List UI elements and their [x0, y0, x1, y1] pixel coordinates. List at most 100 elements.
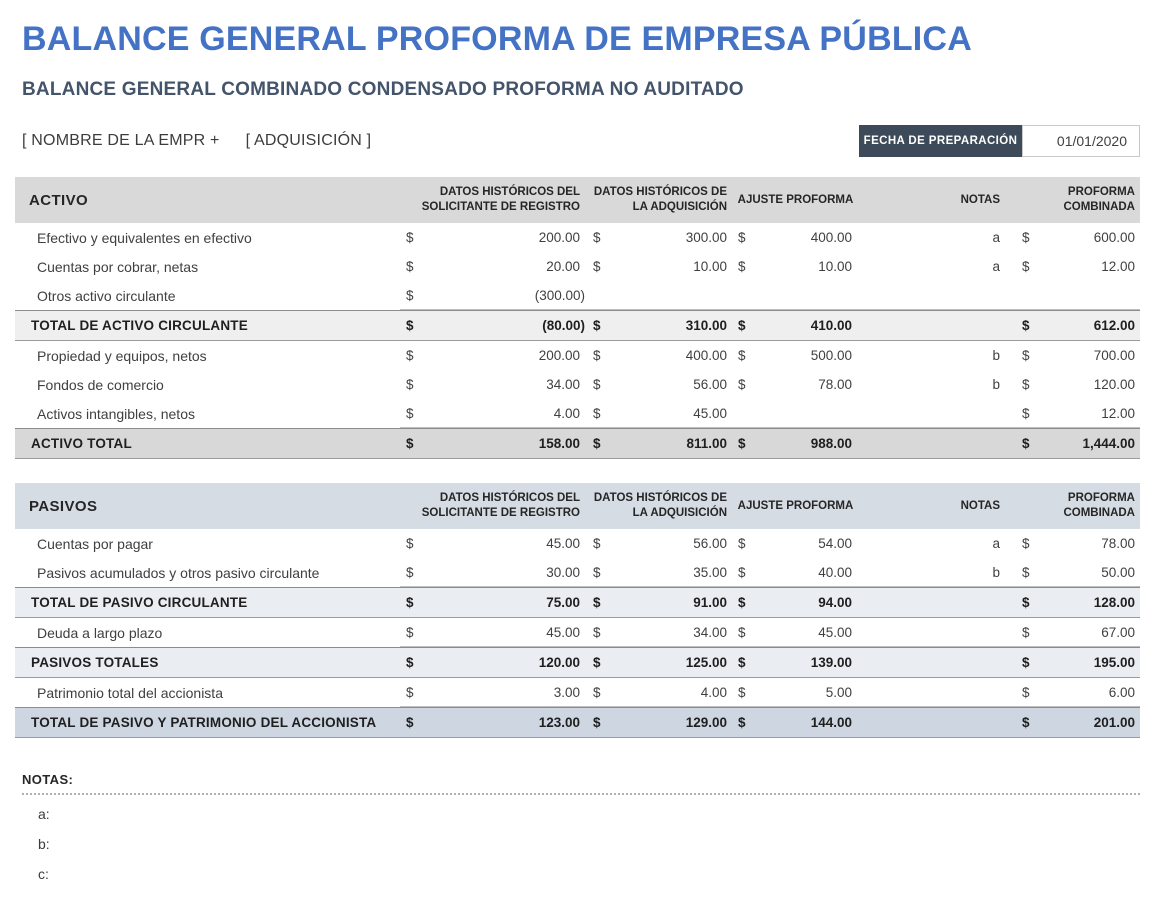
acquisition-field[interactable]: [ ADQUISICIÓN ]	[245, 132, 372, 150]
amount-value: 12.00	[1101, 405, 1135, 421]
table-header-row: PASIVOS DATOS HISTÓRICOS DEL SOLICITANTE …	[15, 483, 1140, 530]
meta-row: [ NOMBRE DE LA EMPR + [ ADQUISICIÓN ] FE…	[22, 125, 1140, 158]
cell-amount: $400.00	[585, 341, 735, 370]
amount-value: 195.00	[1093, 655, 1135, 671]
table-row: Otros activo circulante $ (300.00)	[15, 281, 1140, 311]
currency-symbol: $	[593, 536, 601, 552]
company-name-field[interactable]: [ NOMBRE DE LA EMPR +	[22, 132, 220, 150]
amount-value: 128.00	[1093, 595, 1135, 611]
notes-list: a: b: c:	[22, 803, 1140, 885]
cell-amount: $400.00	[735, 223, 860, 252]
amount-value: 67.00	[1101, 624, 1135, 640]
amount-value: 988.00	[810, 436, 852, 452]
amount-value: 123.00	[538, 715, 580, 731]
currency-symbol: $	[593, 564, 601, 580]
currency-symbol: $	[406, 595, 414, 611]
amount-value: 45.00	[546, 536, 580, 552]
amount-value: 500.00	[810, 348, 852, 364]
amount-value: 158.00	[538, 436, 580, 452]
currency-symbol: $	[406, 287, 414, 303]
amount-value: 4.00	[553, 405, 580, 421]
currency-symbol: $	[1022, 348, 1030, 364]
amount-value: 700.00	[1093, 348, 1135, 364]
cell-label: Activos intangibles, netos	[37, 405, 195, 422]
cell-amount: $200.00	[400, 223, 585, 252]
page-subtitle: BALANCE GENERAL COMBINADO CONDENSADO PRO…	[22, 79, 744, 101]
cell-label: Propiedad y equipos, netos	[37, 347, 207, 364]
preparation-date-widget: FECHA DE PREPARACIÓN 01/01/2020	[859, 125, 1140, 158]
cell-nota	[860, 281, 1010, 311]
currency-symbol: $	[1022, 318, 1030, 334]
amount-value: 56.00	[693, 377, 727, 393]
currency-symbol: $	[406, 715, 414, 731]
cell-nota	[860, 648, 1010, 677]
cell-amount: $78.00	[735, 370, 860, 399]
cell-amount: $45.00	[400, 529, 585, 558]
amount-value: 6.00	[1108, 684, 1135, 700]
amount-value: 129.00	[685, 715, 727, 731]
cell-amount: $54.00	[735, 529, 860, 558]
currency-symbol: $	[738, 230, 746, 246]
currency-symbol: $	[406, 655, 414, 671]
cell-label: TOTAL DE PASIVO CIRCULANTE	[31, 595, 248, 611]
note-item: c:	[38, 866, 49, 883]
currency-symbol: $	[406, 348, 414, 364]
page: BALANCE GENERAL PROFORMA DE EMPRESA PÚBL…	[0, 20, 1158, 885]
amount-value: 3.00	[553, 684, 580, 700]
table-row: ACTIVO TOTAL $158.00 $811.00 $988.00 $1,444.…	[15, 428, 1140, 460]
cell-label: PASIVOS TOTALES	[31, 655, 159, 671]
cell-amount: $988.00	[735, 429, 860, 458]
amount-value: 40.00	[818, 564, 852, 580]
amount-value: 600.00	[1093, 230, 1135, 246]
cell-nota: b	[992, 377, 1000, 393]
table-row: TOTAL DE PASIVO Y PATRIMONIO DEL ACCIONI…	[15, 707, 1140, 739]
cell-amount: $45.00	[585, 399, 735, 429]
column-header: DATOS HISTÓRICOS DEL SOLICITANTE DE REGI…	[421, 186, 580, 214]
pasivos-table: PASIVOS DATOS HISTÓRICOS DEL SOLICITANTE …	[15, 483, 1140, 739]
currency-symbol: $	[738, 715, 746, 731]
table-row: PASIVOS TOTALES $120.00 $125.00 $139.00 $195…	[15, 647, 1140, 679]
cell-amount: $34.00	[400, 370, 585, 399]
cell-amount: $45.00	[735, 618, 860, 648]
currency-symbol: $	[738, 595, 746, 611]
amount-value: 91.00	[693, 595, 727, 611]
currency-symbol: $	[1022, 715, 1030, 731]
currency-symbol: $	[738, 624, 746, 640]
table-row: Fondos de comercio $34.00 $56.00 $78.00 b $12…	[15, 370, 1140, 399]
currency-symbol: $	[406, 230, 414, 246]
currency-symbol: $	[406, 436, 414, 452]
amount-value: 310.00	[685, 318, 727, 334]
currency-symbol: $	[1022, 564, 1030, 580]
preparation-date-input[interactable]: 01/01/2020	[1022, 125, 1140, 158]
cell-amount: $10.00	[735, 252, 860, 281]
amount-value: 4.00	[700, 684, 727, 700]
currency-symbol: $	[593, 318, 601, 334]
currency-symbol: $	[406, 684, 414, 700]
amount-value: 612.00	[1093, 318, 1135, 334]
amount-value: 201.00	[1093, 715, 1135, 731]
cell-amount: $12.00	[1010, 252, 1140, 281]
table-row: Deuda a largo plazo $45.00 $34.00 $45.00 $67…	[15, 618, 1140, 648]
page-title: BALANCE GENERAL PROFORMA DE EMPRESA PÚBL…	[22, 20, 972, 58]
column-header: DATOS HISTÓRICOS DE LA ADQUISICIÓN	[593, 492, 727, 520]
currency-symbol: $	[593, 624, 601, 640]
cell-amount: $35.00	[585, 558, 735, 588]
cell-amount: $3.00	[400, 678, 585, 708]
cell-amount	[735, 281, 860, 311]
cell-amount: $125.00	[585, 648, 735, 677]
cell-amount: $94.00	[735, 588, 860, 617]
cell-amount: $10.00	[585, 252, 735, 281]
amount-value: 10.00	[818, 259, 852, 275]
currency-symbol: $	[593, 684, 601, 700]
cell-amount: $128.00	[1010, 588, 1140, 617]
cell-amount: $6.00	[1010, 678, 1140, 708]
cell-nota	[860, 399, 1010, 429]
cell-label: Pasivos acumulados y otros pasivo circul…	[37, 564, 320, 581]
currency-symbol: $	[406, 318, 414, 334]
amount-value: 50.00	[1101, 564, 1135, 580]
cell-amount: $12.00	[1010, 399, 1140, 429]
table-row: Efectivo y equivalentes en efectivo $200.…	[15, 223, 1140, 252]
cell-amount: $120.00	[400, 648, 585, 677]
amount-value: 56.00	[693, 536, 727, 552]
amount-value: 34.00	[546, 377, 580, 393]
